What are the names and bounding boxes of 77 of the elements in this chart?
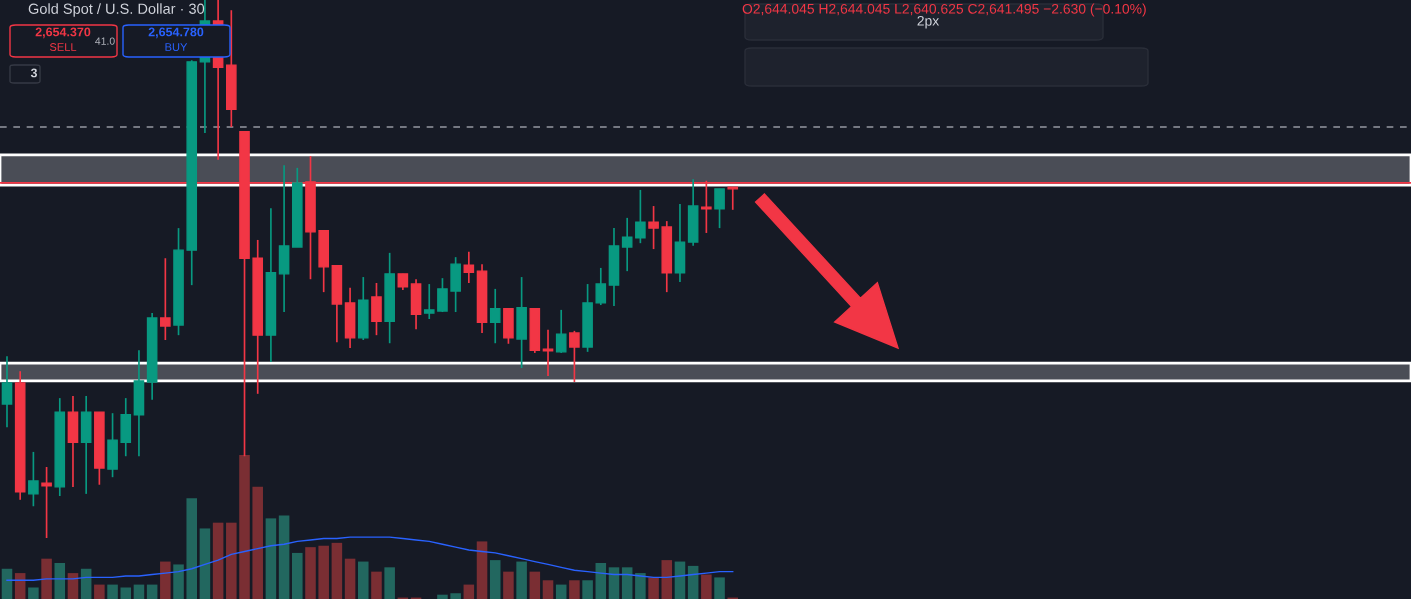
annotation: SELL — [49, 43, 77, 51]
bar — [252, 486, 263, 599]
bar — [107, 584, 118, 599]
bar — [516, 561, 527, 599]
chart-title: Gold Spot / U.S. Dollar · 30 — [28, 3, 205, 17]
text: 2px — [917, 15, 940, 29]
candlestick — [635, 189, 646, 245]
annotation: BUY — [165, 43, 188, 51]
bar — [1, 568, 13, 599]
bar — [186, 498, 198, 599]
bar — [173, 564, 184, 599]
bar — [212, 522, 224, 599]
bar — [265, 518, 277, 599]
bar — [331, 542, 343, 599]
candlestick — [569, 330, 580, 383]
bar — [463, 584, 475, 599]
bar — [94, 584, 105, 599]
bar — [674, 561, 686, 599]
candlestick — [621, 217, 633, 272]
bar — [318, 545, 329, 599]
bar — [701, 574, 712, 599]
candlestick — [463, 250, 475, 284]
candlestick — [727, 186, 739, 211]
candlestick — [555, 309, 567, 354]
bar — [41, 558, 52, 599]
bar — [569, 580, 580, 599]
candlestick — [28, 451, 39, 508]
candlestick — [489, 288, 501, 345]
candlestick — [1, 355, 13, 429]
bar — [437, 594, 448, 599]
text: O2,644.045 H2,644.045 L2,640.625 C2,641.495 −2.630 (−0.10%) — [742, 3, 1146, 17]
bar — [28, 587, 39, 599]
candlestick — [714, 188, 725, 229]
bar — [278, 515, 290, 599]
candlestick — [542, 328, 554, 377]
candlestick — [648, 205, 659, 250]
bar — [661, 560, 673, 599]
bar — [371, 571, 382, 599]
bar — [503, 571, 514, 599]
bar — [450, 593, 461, 599]
bar — [529, 571, 541, 599]
bar — [621, 567, 633, 599]
candlestick — [595, 267, 607, 306]
bar — [80, 568, 92, 599]
bar — [120, 587, 132, 599]
bar — [292, 552, 303, 599]
bar — [160, 561, 171, 599]
bar — [555, 584, 567, 599]
annotation: 2,654.370 — [35, 27, 91, 39]
bar — [54, 563, 66, 599]
candlestick — [437, 277, 448, 313]
bar — [226, 522, 237, 599]
bar — [133, 584, 145, 599]
bar — [687, 565, 699, 599]
annotation: 2,654.780 — [148, 27, 204, 39]
candlestick — [41, 466, 52, 539]
bar — [648, 577, 659, 599]
bar — [384, 567, 395, 599]
bar — [305, 547, 316, 599]
bar — [14, 573, 26, 599]
bar — [714, 577, 725, 599]
annotation: 41.0 — [95, 37, 115, 45]
bar — [595, 563, 607, 599]
bar — [582, 580, 593, 599]
bar — [635, 573, 646, 599]
bar — [542, 580, 554, 599]
bar — [476, 541, 488, 599]
bar — [358, 561, 369, 599]
bar — [146, 584, 158, 599]
candlestick — [160, 257, 171, 341]
bar — [199, 528, 211, 599]
bar — [489, 560, 501, 599]
candlestick — [423, 283, 435, 320]
bar — [608, 567, 620, 599]
bar — [344, 558, 356, 599]
bar — [239, 455, 250, 599]
annotation: 3 — [30, 68, 38, 78]
